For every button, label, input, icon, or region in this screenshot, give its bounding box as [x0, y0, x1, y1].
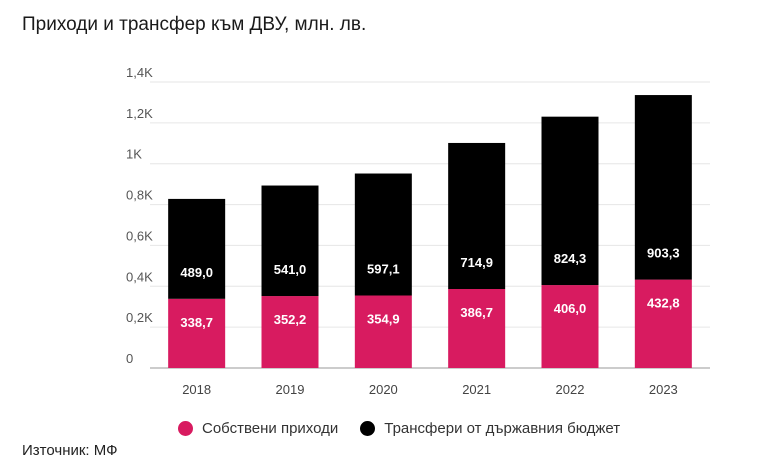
bar-transfer — [634, 95, 692, 280]
y-tick-label: 0,2K — [126, 310, 153, 325]
data-label: 489,0 — [180, 265, 213, 280]
x-tick-label: 2021 — [462, 382, 491, 397]
data-label: 432,8 — [647, 296, 680, 311]
legend-label-own: Собствени приходи — [202, 420, 339, 437]
y-tick-label: 0,8K — [126, 188, 153, 203]
stacked-bar-chart: 0 0,2K 0,4K 0,6K 0,8K 1K 1,2K 1,4K 338,7 489,0 35… — [126, 65, 710, 397]
y-axis: 0 0,2K 0,4K 0,6K 0,8K 1K 1,2K 1,4K — [126, 65, 153, 366]
bar-own-revenue — [261, 296, 319, 368]
x-tick-label: 2020 — [369, 382, 398, 397]
x-tick-label: 2018 — [182, 382, 211, 397]
legend: Собствени приходи Трансфери от държавния… — [178, 420, 642, 437]
data-label: 714,9 — [460, 255, 493, 270]
y-tick-label: 0,4K — [126, 269, 153, 284]
data-label: 338,7 — [180, 315, 213, 330]
bar-own-revenue — [354, 295, 412, 368]
bar-transfer — [354, 173, 412, 296]
bar-transfer — [448, 142, 506, 290]
grid-lines — [150, 81, 710, 369]
legend-label-transfer: Трансфери от държавния бюджет — [384, 420, 621, 437]
y-tick-label: 0 — [126, 351, 133, 366]
y-tick-label: 0,6K — [126, 228, 153, 243]
legend-item-own: Собствени приходи — [178, 420, 338, 437]
legend-marker-own — [178, 421, 193, 436]
legend-marker-transfer — [360, 421, 376, 436]
x-tick-label: 2022 — [556, 382, 585, 397]
data-label: 597,1 — [367, 261, 400, 276]
data-label: 903,3 — [647, 246, 680, 261]
data-label: 824,3 — [554, 251, 587, 266]
data-label: 386,7 — [460, 305, 493, 320]
bar-transfer — [168, 198, 226, 299]
data-label: 354,9 — [367, 311, 400, 326]
legend-item-transfer: Трансфери от държавния бюджет — [360, 420, 620, 437]
data-label: 406,0 — [554, 301, 587, 316]
bar-transfer — [261, 185, 319, 297]
y-tick-label: 1,4K — [126, 65, 153, 80]
x-axis: 2018 2019 2020 2021 2022 2023 — [182, 382, 678, 397]
data-label: 352,2 — [274, 312, 307, 327]
bar-own-revenue — [448, 289, 506, 368]
x-tick-label: 2023 — [649, 382, 678, 397]
bar-own-revenue — [634, 279, 692, 368]
data-label: 541,0 — [274, 262, 307, 277]
bar-own-revenue — [541, 285, 599, 368]
y-tick-label: 1K — [126, 147, 142, 162]
bar-transfer — [541, 116, 599, 286]
x-tick-label: 2019 — [276, 382, 305, 397]
source-note: Източник: МФ — [22, 442, 118, 459]
bar-own-revenue — [168, 298, 226, 368]
chart-title: Приходи и трансфер към ДВУ, млн. лв. — [22, 14, 367, 35]
bars: 338,7 489,0 352,2 541,0 354,9 597,1 386,7 714,9… — [168, 95, 692, 368]
y-tick-label: 1,2K — [126, 106, 153, 121]
